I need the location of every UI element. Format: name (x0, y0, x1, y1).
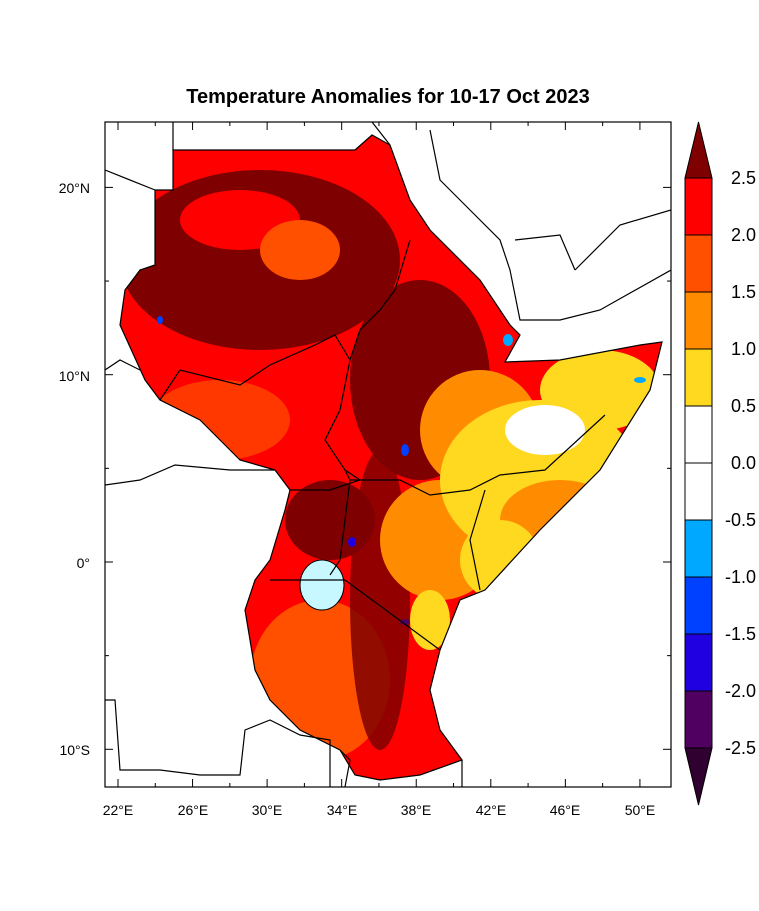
lat-label: 10°S (59, 742, 90, 758)
lon-label: 50°E (625, 802, 656, 818)
lon-label: 22°E (103, 802, 134, 818)
lon-label: 30°E (252, 802, 283, 818)
colorbar-box (684, 576, 713, 635)
colorbar-box (684, 519, 713, 578)
lat-label: 0° (77, 555, 90, 571)
colorbar-label: 2.0 (731, 225, 756, 245)
lon-label: 26°E (178, 802, 209, 818)
colorbar-label: 0.5 (731, 396, 756, 416)
colorbar-label: -1.5 (725, 624, 756, 644)
colorbar-box (684, 690, 713, 749)
axis-tick-labels: 22°E 26°E 30°E 34°E 38°E 42°E 46°E 50°E … (59, 180, 656, 818)
axis-ticks (105, 122, 671, 787)
lat-label: 10°N (59, 368, 90, 384)
colorbar-label: 0.0 (731, 453, 756, 473)
colorbar-label: -2.0 (725, 681, 756, 701)
colorbar: 2.5 2.0 1.5 1.0 0.5 0.0 -0.5 -1.0 -1.5 -2.0 -2.5 (684, 121, 756, 806)
lat-label: 20°N (59, 180, 90, 196)
lon-label: 42°E (476, 802, 507, 818)
colorbar-box (684, 633, 713, 692)
colorbar-box (684, 291, 713, 350)
colorbar-over-triangle (684, 121, 713, 179)
country-borders (105, 122, 671, 787)
map-area (105, 122, 671, 787)
lon-label: 46°E (550, 802, 581, 818)
lake-victoria (299, 559, 345, 611)
colorbar-box (684, 405, 713, 464)
colorbar-box (684, 462, 713, 521)
colorbar-label: -0.5 (725, 510, 756, 530)
colorbar-label: -1.0 (725, 567, 756, 587)
colorbar-label: -2.5 (725, 738, 756, 758)
colorbar-under-triangle (684, 747, 713, 806)
lon-label: 34°E (327, 802, 358, 818)
lon-label: 38°E (401, 802, 432, 818)
anomaly-field (120, 135, 662, 780)
colorbar-label: 1.0 (731, 339, 756, 359)
colorbar-box (684, 348, 713, 407)
map-frame (104, 121, 672, 788)
colorbar-box (684, 177, 713, 236)
colorbar-label: 1.5 (731, 282, 756, 302)
colorbar-box (684, 234, 713, 293)
colorbar-label: 2.5 (731, 168, 756, 188)
map-title: Temperature Anomalies for 10-17 Oct 2023 (186, 86, 590, 108)
